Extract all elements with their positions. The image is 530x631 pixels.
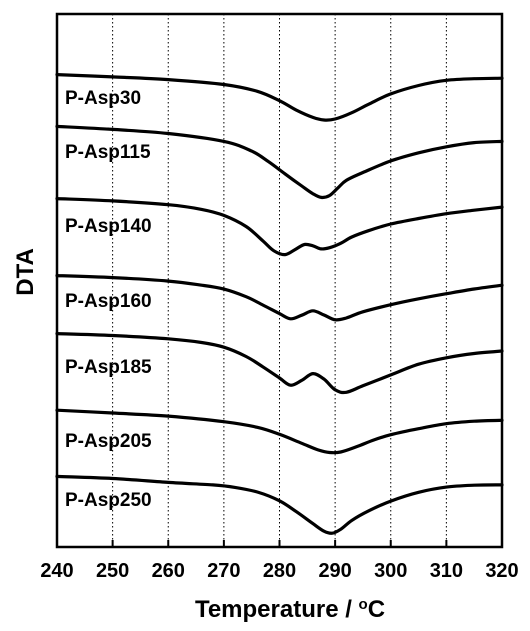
x-axis-label-unit: C <box>368 596 385 623</box>
x-tick-label: 270 <box>207 560 240 582</box>
curve-p-asp160 <box>55 274 504 322</box>
curve-p-asp250 <box>55 474 504 535</box>
x-tick-label: 250 <box>96 560 129 582</box>
x-tick-label: 260 <box>152 560 185 582</box>
curve-labels: P-Asp30 P-Asp115 P-Asp140 P-Asp160 P-Asp185 P… <box>65 88 152 511</box>
curve-label-p-asp30: P-Asp30 <box>65 88 141 109</box>
curve-p-asp30 <box>55 73 504 122</box>
curve-label-p-asp250: P-Asp250 <box>65 490 152 511</box>
x-tick-label: 320 <box>485 560 518 582</box>
curves <box>55 73 504 535</box>
curve-p-asp140 <box>55 197 504 257</box>
curve-label-p-asp185: P-Asp185 <box>65 357 152 378</box>
x-tick-label: 290 <box>318 560 351 582</box>
x-tick-label: 310 <box>430 560 463 582</box>
x-tick-labels: 240 250 260 270 280 290 300 310 320 <box>40 560 518 582</box>
x-axis-label-main: Temperature / <box>195 596 359 623</box>
grid-lines <box>112 14 447 547</box>
x-tick-label: 240 <box>40 560 73 582</box>
x-tick-label: 300 <box>374 560 407 582</box>
curve-label-p-asp160: P-Asp160 <box>65 291 152 312</box>
curve-p-asp185 <box>55 332 504 395</box>
curve-label-p-asp115: P-Asp115 <box>65 142 151 163</box>
curve-label-p-asp205: P-Asp205 <box>65 431 152 452</box>
curve-label-p-asp140: P-Asp140 <box>65 216 152 237</box>
y-axis-label: DTA <box>12 248 39 296</box>
x-axis-ticks <box>56 540 503 547</box>
degree-symbol: o <box>359 596 368 613</box>
x-axis-label: Temperature / oC <box>195 596 385 623</box>
x-tick-label: 280 <box>263 560 296 582</box>
curve-p-asp205 <box>55 408 504 455</box>
curve-p-asp115 <box>55 124 504 200</box>
